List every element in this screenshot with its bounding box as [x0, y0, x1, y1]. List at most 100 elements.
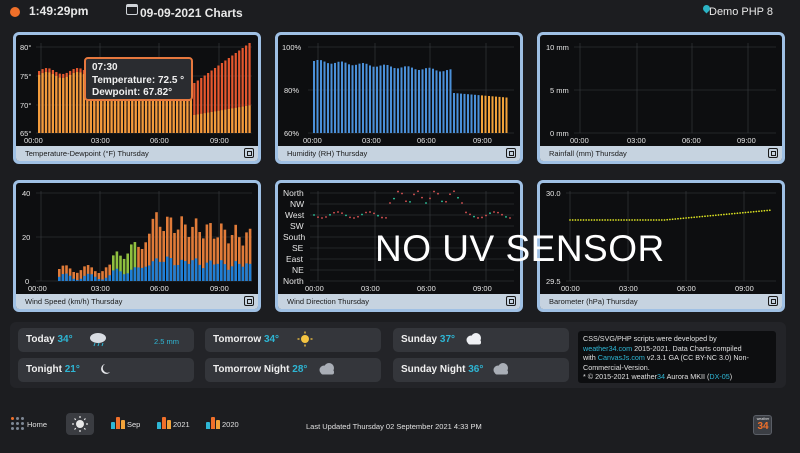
dewpoint-bar — [107, 72, 110, 133]
barometer-dot — [663, 219, 666, 221]
cloud-icon — [466, 333, 481, 345]
weather34-link[interactable]: weather34.com — [583, 343, 633, 353]
wind-speed-bar — [76, 280, 79, 281]
wind-speed-bar — [65, 273, 68, 281]
barometer-dot — [666, 218, 669, 221]
dewpoint-bar — [75, 72, 79, 133]
bar-chart-icon[interactable] — [157, 417, 171, 429]
wind-direction-dot — [397, 190, 399, 193]
humidity-bar — [491, 96, 494, 133]
expand-icon[interactable] — [244, 296, 254, 306]
expand-icon[interactable] — [768, 148, 778, 158]
theme-toggle-button[interactable] — [66, 413, 94, 435]
expand-icon[interactable] — [768, 296, 778, 306]
weather34-logo[interactable]: weather 34 — [753, 415, 772, 435]
cloud-night-icon — [319, 363, 334, 375]
barometer-xtick: 06:00 — [677, 284, 696, 293]
humidity-bar — [390, 66, 392, 133]
chart-caption: Barometer (hPa) Thursday — [540, 294, 782, 309]
forecast-label: Tonight — [26, 364, 62, 375]
wind-speed-bar — [184, 261, 187, 281]
barometer-dot — [609, 219, 612, 221]
humidity-bar — [404, 66, 406, 133]
dewpoint-bar — [189, 70, 192, 133]
wind-direction-xtick: 00:00 — [305, 284, 324, 293]
calendar-icon — [126, 4, 138, 15]
barometer-dot — [628, 219, 631, 221]
humidity-bar — [432, 68, 434, 133]
forecast-temp: 34° — [57, 334, 73, 345]
wind-gust-bar — [158, 226, 162, 281]
temp-ytick: 75° — [20, 72, 31, 81]
barometer-dot — [658, 219, 660, 221]
wind-direction-dot — [337, 211, 339, 213]
humidity-bar — [376, 66, 378, 133]
expand-icon[interactable] — [244, 148, 254, 158]
rainfall-ytick: 10 mm — [546, 43, 569, 52]
temperature-bar — [196, 80, 199, 133]
wind-gust-bar — [97, 272, 101, 281]
station-name[interactable]: Demo PHP 8 — [709, 6, 773, 18]
barometer-dot — [731, 212, 733, 215]
wind-gust-bar — [234, 224, 237, 281]
barometer-dot — [574, 219, 577, 221]
barometer-chart: 30.0 29.5 00:00 03:00 06:00 09:00 — [546, 189, 776, 293]
temperature-bar — [200, 78, 203, 133]
forecast-label: Tomorrow Night — [213, 364, 290, 375]
humidity-bar — [372, 66, 375, 133]
wind-speed-bar — [130, 269, 133, 281]
barometer-dot — [760, 210, 763, 212]
year-2020-link[interactable]: 2020 — [222, 420, 239, 429]
expand-icon[interactable] — [506, 296, 516, 306]
wind-speed-bar — [238, 263, 241, 281]
wind-gust-bar — [151, 218, 155, 281]
wind-direction-ytick: NW — [290, 199, 304, 209]
barometer-dot — [723, 213, 725, 216]
bar-chart-icon[interactable] — [111, 417, 125, 429]
humidity-bar — [484, 95, 487, 133]
barometer-dot — [571, 219, 574, 221]
barometer-dot — [682, 217, 685, 220]
temperature-bar — [245, 45, 248, 133]
wind-speed-bar — [198, 264, 201, 281]
temperature-bar — [207, 73, 210, 133]
dewpoint-bar — [89, 77, 92, 133]
wind-direction-dot — [345, 214, 347, 217]
barometer-dot — [677, 217, 679, 220]
wind-gust-bar — [137, 246, 140, 281]
humidity-bar — [460, 93, 462, 133]
barometer-dot — [750, 211, 752, 213]
wind-gust-bar — [180, 216, 183, 281]
chart-caption: Wind Speed (km/h) Thursday — [16, 294, 258, 309]
wind-direction-dot — [381, 216, 383, 219]
wind-speed-bar — [230, 266, 234, 281]
humidity-bar — [323, 61, 326, 133]
wind-speed-bar — [108, 275, 111, 281]
wind-direction-dot — [473, 215, 475, 218]
humidity-bar — [362, 63, 364, 133]
temperature-bar — [217, 65, 220, 133]
year-2021-link[interactable]: 2021 — [173, 420, 190, 429]
barometer-dot — [601, 219, 604, 221]
humidity-bar — [421, 69, 424, 133]
sep-link[interactable]: Sep — [127, 420, 141, 429]
wind-gust-bar — [155, 212, 158, 281]
barometer-dot — [650, 219, 652, 221]
expand-icon[interactable] — [506, 148, 516, 158]
home-link[interactable]: Home — [27, 420, 48, 429]
rainfall-ytick: 0 mm — [550, 129, 569, 138]
canvasjs-link[interactable]: CanvasJs.com — [597, 353, 645, 363]
wind-direction-dot — [409, 201, 411, 203]
barometer-dot — [744, 211, 747, 214]
bar-chart-icon[interactable] — [206, 417, 220, 429]
barometer-dot — [714, 214, 717, 217]
temp-xtick: 06:00 — [150, 136, 169, 145]
wind-gust-bar — [72, 272, 75, 281]
humidity-bar — [474, 94, 476, 133]
wind-gust-bar — [115, 251, 119, 281]
wind-direction-dot — [325, 216, 327, 218]
barometer-dot — [704, 215, 706, 218]
home-grid-icon[interactable] — [11, 417, 25, 431]
hardware-link[interactable]: DX-05 — [709, 372, 730, 382]
wind-speed-bar — [241, 266, 245, 281]
